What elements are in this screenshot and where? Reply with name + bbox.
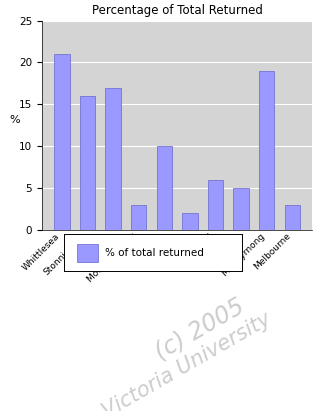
Bar [105,88,121,230]
Bar [77,243,98,262]
Text: (c) 2005: (c) 2005 [151,293,249,364]
Y-axis label: %: % [9,115,20,125]
Bar [54,54,70,230]
Bar [259,71,274,230]
Bar [285,205,300,230]
Bar [208,180,223,230]
Bar [156,146,172,230]
Bar [233,188,249,230]
Text: % of total returned: % of total returned [105,248,204,258]
Bar [131,205,147,230]
Title: Percentage of Total Returned: Percentage of Total Returned [92,4,262,16]
Text: Victoria University: Victoria University [99,309,275,411]
Bar [80,96,95,230]
Bar [182,213,198,230]
